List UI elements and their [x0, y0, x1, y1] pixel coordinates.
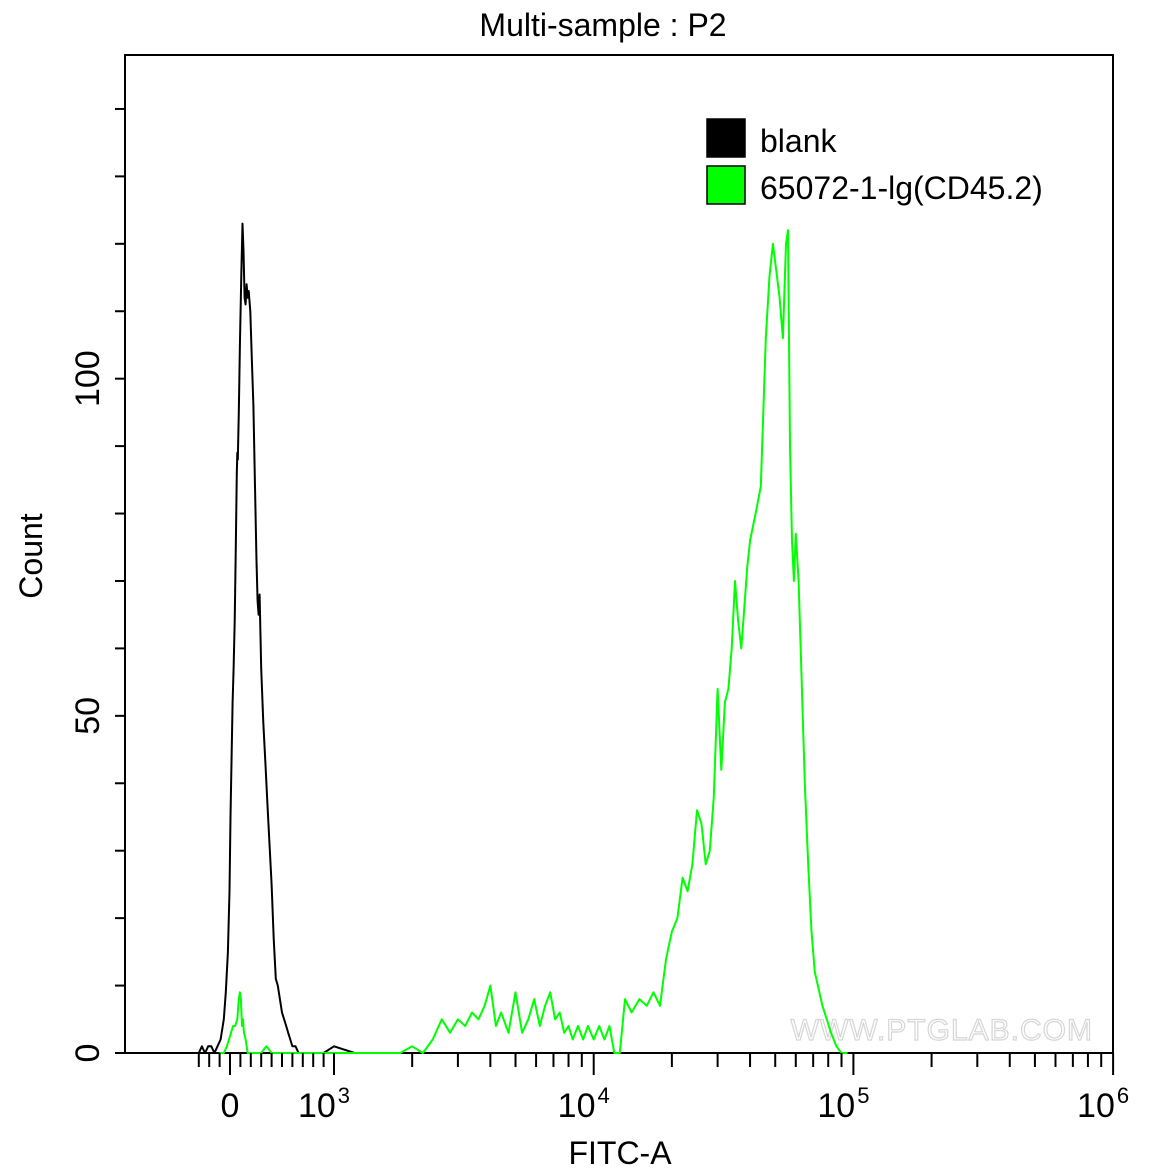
x-tick-label: 105	[817, 1083, 869, 1125]
legend: blank 65072-1-lg(CD45.2)	[706, 118, 1043, 206]
x-tick-label: 104	[558, 1083, 610, 1125]
y-axis-label: Count	[13, 513, 49, 599]
y-tick-label-50: 50	[69, 697, 107, 735]
legend-swatch-cd45-2	[706, 165, 746, 205]
x-tick-label: 103	[298, 1083, 350, 1125]
watermark: WWW.PTGLAB.COM	[791, 1014, 1093, 1047]
x-axis: 0 103 104 105 106	[197, 1053, 1129, 1125]
x-axis-label: FITC-A	[568, 1135, 672, 1171]
x-tick-label: 106	[1077, 1083, 1129, 1125]
y-tick-label-0: 0	[69, 1044, 107, 1063]
x-tick-label: 0	[221, 1087, 240, 1125]
series-layer	[197, 222, 848, 1054]
chart-title: Multi-sample : P2	[479, 7, 726, 43]
series-line-0	[197, 222, 413, 1054]
legend-label-cd45-2: 65072-1-lg(CD45.2)	[760, 170, 1043, 206]
legend-swatch-blank	[706, 118, 746, 158]
y-axis: 0 50 100	[69, 107, 125, 1063]
series-line-1	[219, 229, 848, 1054]
legend-label-blank: blank	[760, 123, 838, 159]
y-tick-label-100: 100	[69, 350, 107, 407]
